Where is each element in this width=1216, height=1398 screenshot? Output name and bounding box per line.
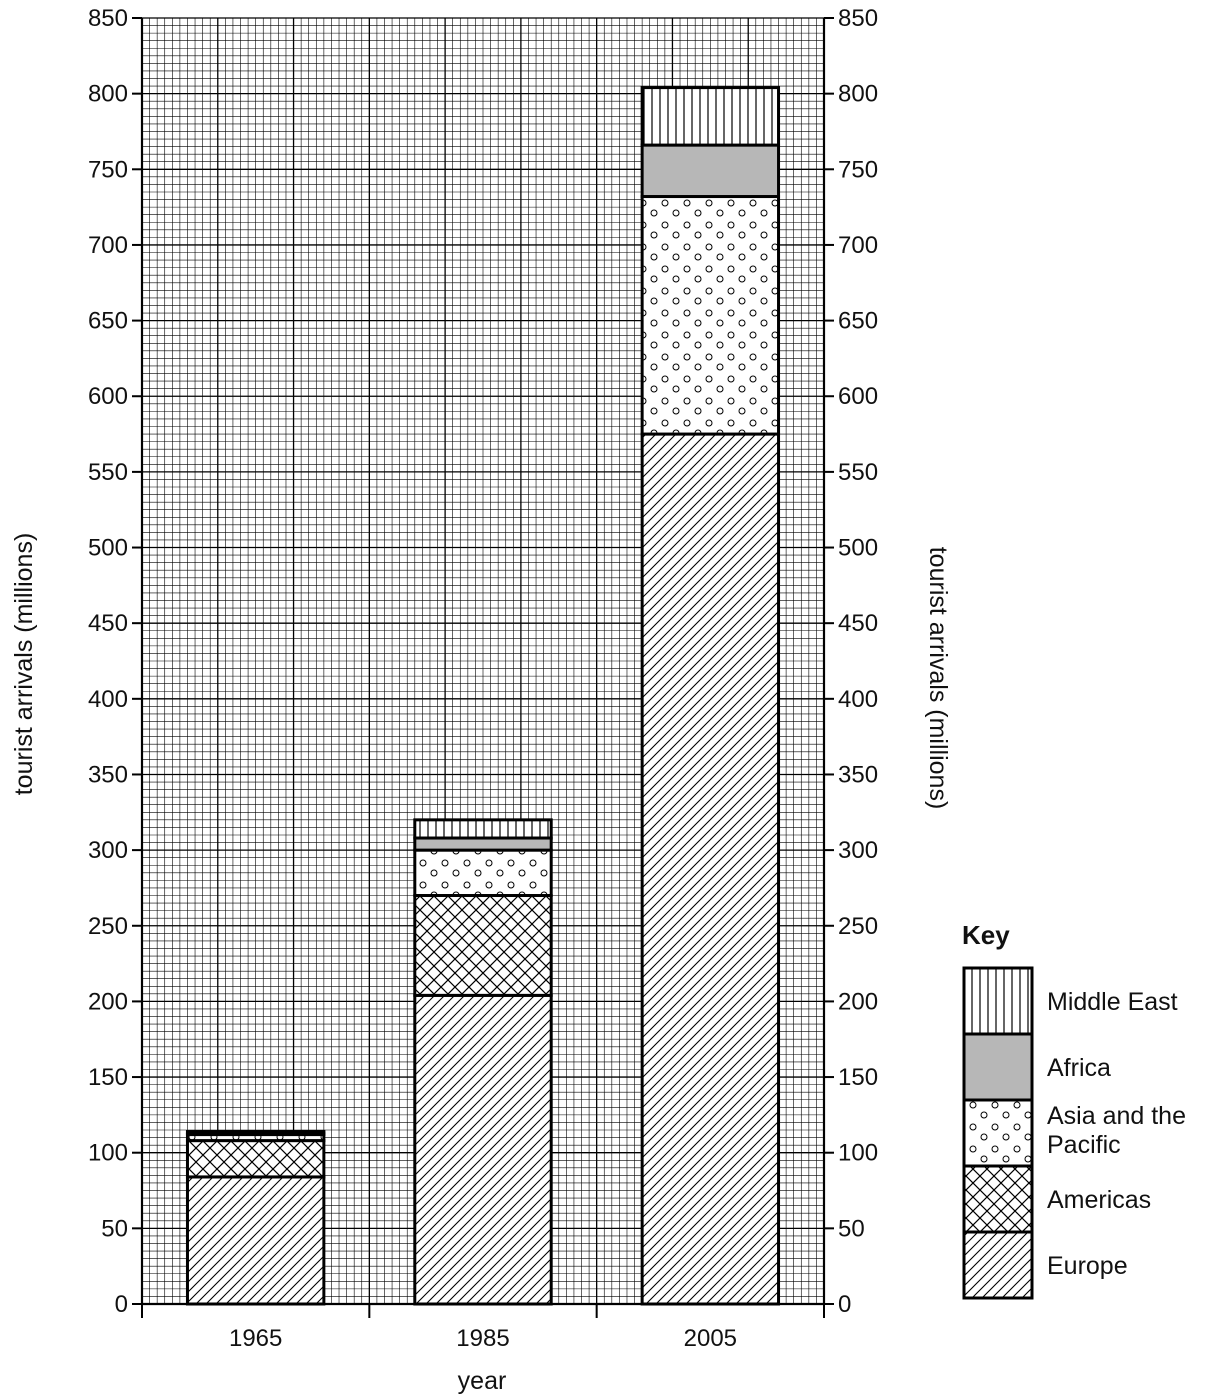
legend-label: Americas — [1047, 1186, 1151, 1214]
bar-segment-asia-and-the-pacific-2005 — [640, 195, 781, 436]
y-tick-label-left: 500 — [88, 535, 128, 562]
y-tick-label-left: 600 — [88, 383, 128, 410]
bar-segment-europe-2005 — [640, 432, 781, 1306]
legend-swatch-middle-east — [962, 966, 1034, 1036]
y-tick-label-right: 300 — [838, 837, 878, 864]
y-tick-label-left: 750 — [88, 156, 128, 183]
y-axis-title-left: tourist arrivals (millions) — [10, 533, 38, 796]
x-tick-label: 1965 — [229, 1325, 282, 1352]
y-axis-title-right: tourist arrivals (millions) — [924, 547, 952, 810]
y-tick-label-right: 700 — [838, 232, 878, 259]
y-tick-label-left: 800 — [88, 81, 128, 108]
y-tick-label-left: 200 — [88, 988, 128, 1015]
legend-swatch-asia-and-the-pacific — [962, 1098, 1034, 1168]
x-tick-label: 1985 — [456, 1325, 509, 1352]
y-tick-label-right: 450 — [838, 610, 878, 637]
legend-title: Key — [962, 920, 1010, 950]
legend-label: Asia and the Pacific — [1047, 1102, 1186, 1159]
left-axis-ticks: 0 50 100 150 200 250 300 350 400 450 500 550 600 650 7… — [88, 5, 142, 1318]
y-tick-label-left: 650 — [88, 308, 128, 335]
y-tick-label-left: 700 — [88, 232, 128, 259]
legend-swatch-americas — [962, 1164, 1034, 1234]
y-tick-label-right: 200 — [838, 988, 878, 1015]
y-tick-label-left: 100 — [88, 1140, 128, 1167]
bar-segment-americas-1965 — [185, 1139, 326, 1179]
y-tick-label-right: 100 — [838, 1140, 878, 1167]
bar-segment-middle-east-1965 — [185, 1130, 326, 1135]
y-tick-label-right: 550 — [838, 459, 878, 486]
y-tick-label-right: 400 — [838, 686, 878, 713]
bar-segment-europe-1965 — [185, 1175, 326, 1306]
legend-label: Middle East — [1047, 988, 1178, 1016]
y-tick-label-right: 500 — [838, 535, 878, 562]
y-tick-label-left: 50 — [101, 1215, 128, 1242]
y-tick-label-right: 650 — [838, 308, 878, 335]
y-tick-label-right: 750 — [838, 156, 878, 183]
bar-segment-middle-east-2005 — [640, 86, 781, 147]
y-tick-label-left: 250 — [88, 913, 128, 940]
bar-segment-asia-and-the-pacific-1985 — [413, 848, 553, 898]
y-tick-label-right: 0 — [838, 1291, 851, 1318]
bar-segment-middle-east-1985 — [413, 818, 553, 840]
x-axis-title: year — [458, 1367, 507, 1395]
x-tick-label: 2005 — [684, 1325, 737, 1352]
x-axis-ticks: 1965 1985 2005 — [141, 1304, 825, 1352]
y-tick-label-left: 300 — [88, 837, 128, 864]
y-tick-label-left: 350 — [88, 761, 128, 788]
y-tick-label-right: 800 — [838, 81, 878, 108]
bar-segment-africa-2005 — [640, 143, 781, 199]
bar-segment-africa-1985 — [413, 836, 553, 852]
y-tick-label-right: 850 — [838, 5, 878, 32]
y-tick-label-right: 600 — [838, 383, 878, 410]
y-tick-label-left: 0 — [115, 1291, 128, 1318]
y-tick-label-right: 250 — [838, 913, 878, 940]
legend-label: Africa — [1047, 1054, 1111, 1082]
y-tick-label-left: 550 — [88, 459, 128, 486]
y-tick-label-right: 50 — [838, 1215, 865, 1242]
legend: Key Middle East Africa Asia and the Pacific… — [962, 920, 1186, 1300]
y-tick-label-right: 150 — [838, 1064, 878, 1091]
axes — [140, 18, 826, 1306]
right-axis-ticks: 0 50 100 150 200 250 300 350 400 450 500 550 600 650 7… — [824, 5, 878, 1318]
legend-swatch-africa — [962, 1032, 1034, 1102]
legend-swatch-europe — [962, 1230, 1034, 1300]
y-tick-label-left: 400 — [88, 686, 128, 713]
y-tick-label-left: 850 — [88, 5, 128, 32]
bar-segment-americas-1985 — [413, 894, 553, 997]
y-tick-label-left: 450 — [88, 610, 128, 637]
y-tick-label-left: 150 — [88, 1064, 128, 1091]
bar-segment-europe-1985 — [413, 993, 553, 1306]
y-tick-label-right: 350 — [838, 761, 878, 788]
legend-label: Europe — [1047, 1252, 1128, 1280]
